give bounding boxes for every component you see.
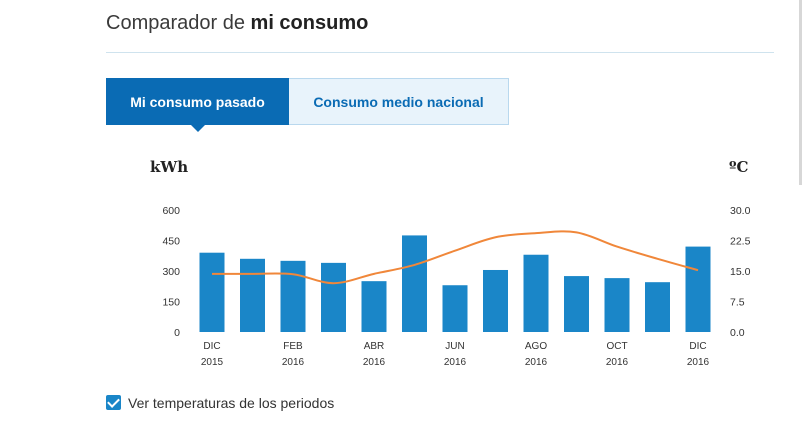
y-tick-label-right: 7.5 <box>730 297 745 309</box>
x-tick-label-month: DIC <box>203 341 220 352</box>
tab-consumo-medio-nacional[interactable]: Consumo medio nacional <box>289 78 509 125</box>
bar <box>604 278 630 332</box>
x-tick-label-year: 2016 <box>525 357 548 368</box>
x-tick-label-month: JUN <box>445 341 464 352</box>
x-tick-label-month: DIC <box>689 341 706 352</box>
x-tick-label-month: ABR <box>364 341 385 352</box>
temperature-line <box>211 230 699 285</box>
bar <box>523 254 549 332</box>
scrollbar-track[interactable] <box>799 0 802 185</box>
x-tick-label-year: 2016 <box>687 357 710 368</box>
y-tick-label-left: 150 <box>162 297 180 309</box>
bar <box>645 282 670 332</box>
y-tick-label-right: 30.0 <box>730 205 751 217</box>
y-axis-title-right: ºC <box>729 158 749 176</box>
bar <box>199 252 225 332</box>
bar <box>321 262 346 332</box>
x-tick-label-month: OCT <box>606 341 627 352</box>
bar <box>361 281 387 332</box>
title-divider <box>106 52 774 53</box>
y-tick-label-left: 0 <box>174 327 180 339</box>
x-tick-label-year: 2016 <box>363 357 386 368</box>
bar <box>685 246 711 332</box>
x-tick-label-year: 2015 <box>201 357 224 368</box>
x-tick-label-year: 2016 <box>282 357 305 368</box>
bar <box>564 276 589 332</box>
x-tick-label-month: FEB <box>283 341 303 352</box>
bar <box>402 235 427 332</box>
y-tick-label-right: 22.5 <box>730 236 751 248</box>
y-tick-label-left: 300 <box>162 266 180 278</box>
tab-mi-consumo-pasado[interactable]: Mi consumo pasado <box>106 78 289 132</box>
y-tick-label-left: 450 <box>162 236 180 248</box>
x-tick-label-year: 2016 <box>444 357 467 368</box>
y-tick-label-right: 0.0 <box>730 327 745 339</box>
bar <box>442 285 468 332</box>
temperature-checkbox[interactable] <box>106 395 121 410</box>
y-tick-label-right: 15.0 <box>730 266 751 278</box>
x-tick-label-month: AGO <box>525 341 547 352</box>
page-title: Comparador de mi consumo <box>106 12 368 35</box>
temperature-checkbox-label: Ver temperaturas de los periodos <box>128 395 335 411</box>
page-title-bold: mi consumo <box>250 12 369 34</box>
page-title-prefix: Comparador de <box>106 12 251 34</box>
bar <box>240 258 265 332</box>
y-axis-title-left: kWh <box>150 158 189 176</box>
bar <box>280 260 306 332</box>
bar <box>483 269 508 332</box>
x-tick-label-year: 2016 <box>606 357 629 368</box>
y-tick-label-left: 600 <box>162 205 180 217</box>
